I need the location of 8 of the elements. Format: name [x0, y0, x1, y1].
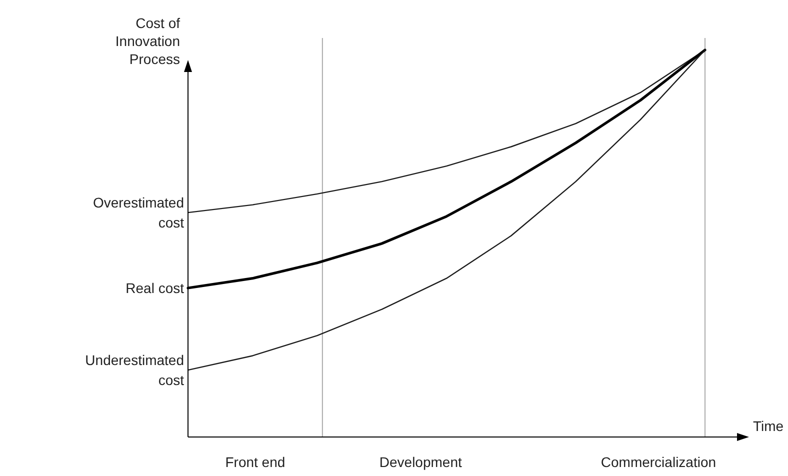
text: Commercialization: [600, 454, 716, 470]
text: Development: [379, 454, 462, 470]
series-label: Underestimated cost: [85, 352, 184, 388]
x-axis-title: Time: [753, 418, 784, 434]
series-label: Overestimated cost: [92, 194, 184, 231]
text: Front end: [225, 454, 286, 470]
series-label: Real cost: [126, 280, 184, 296]
y-axis-title: Cost of Innovation Process: [115, 15, 180, 67]
